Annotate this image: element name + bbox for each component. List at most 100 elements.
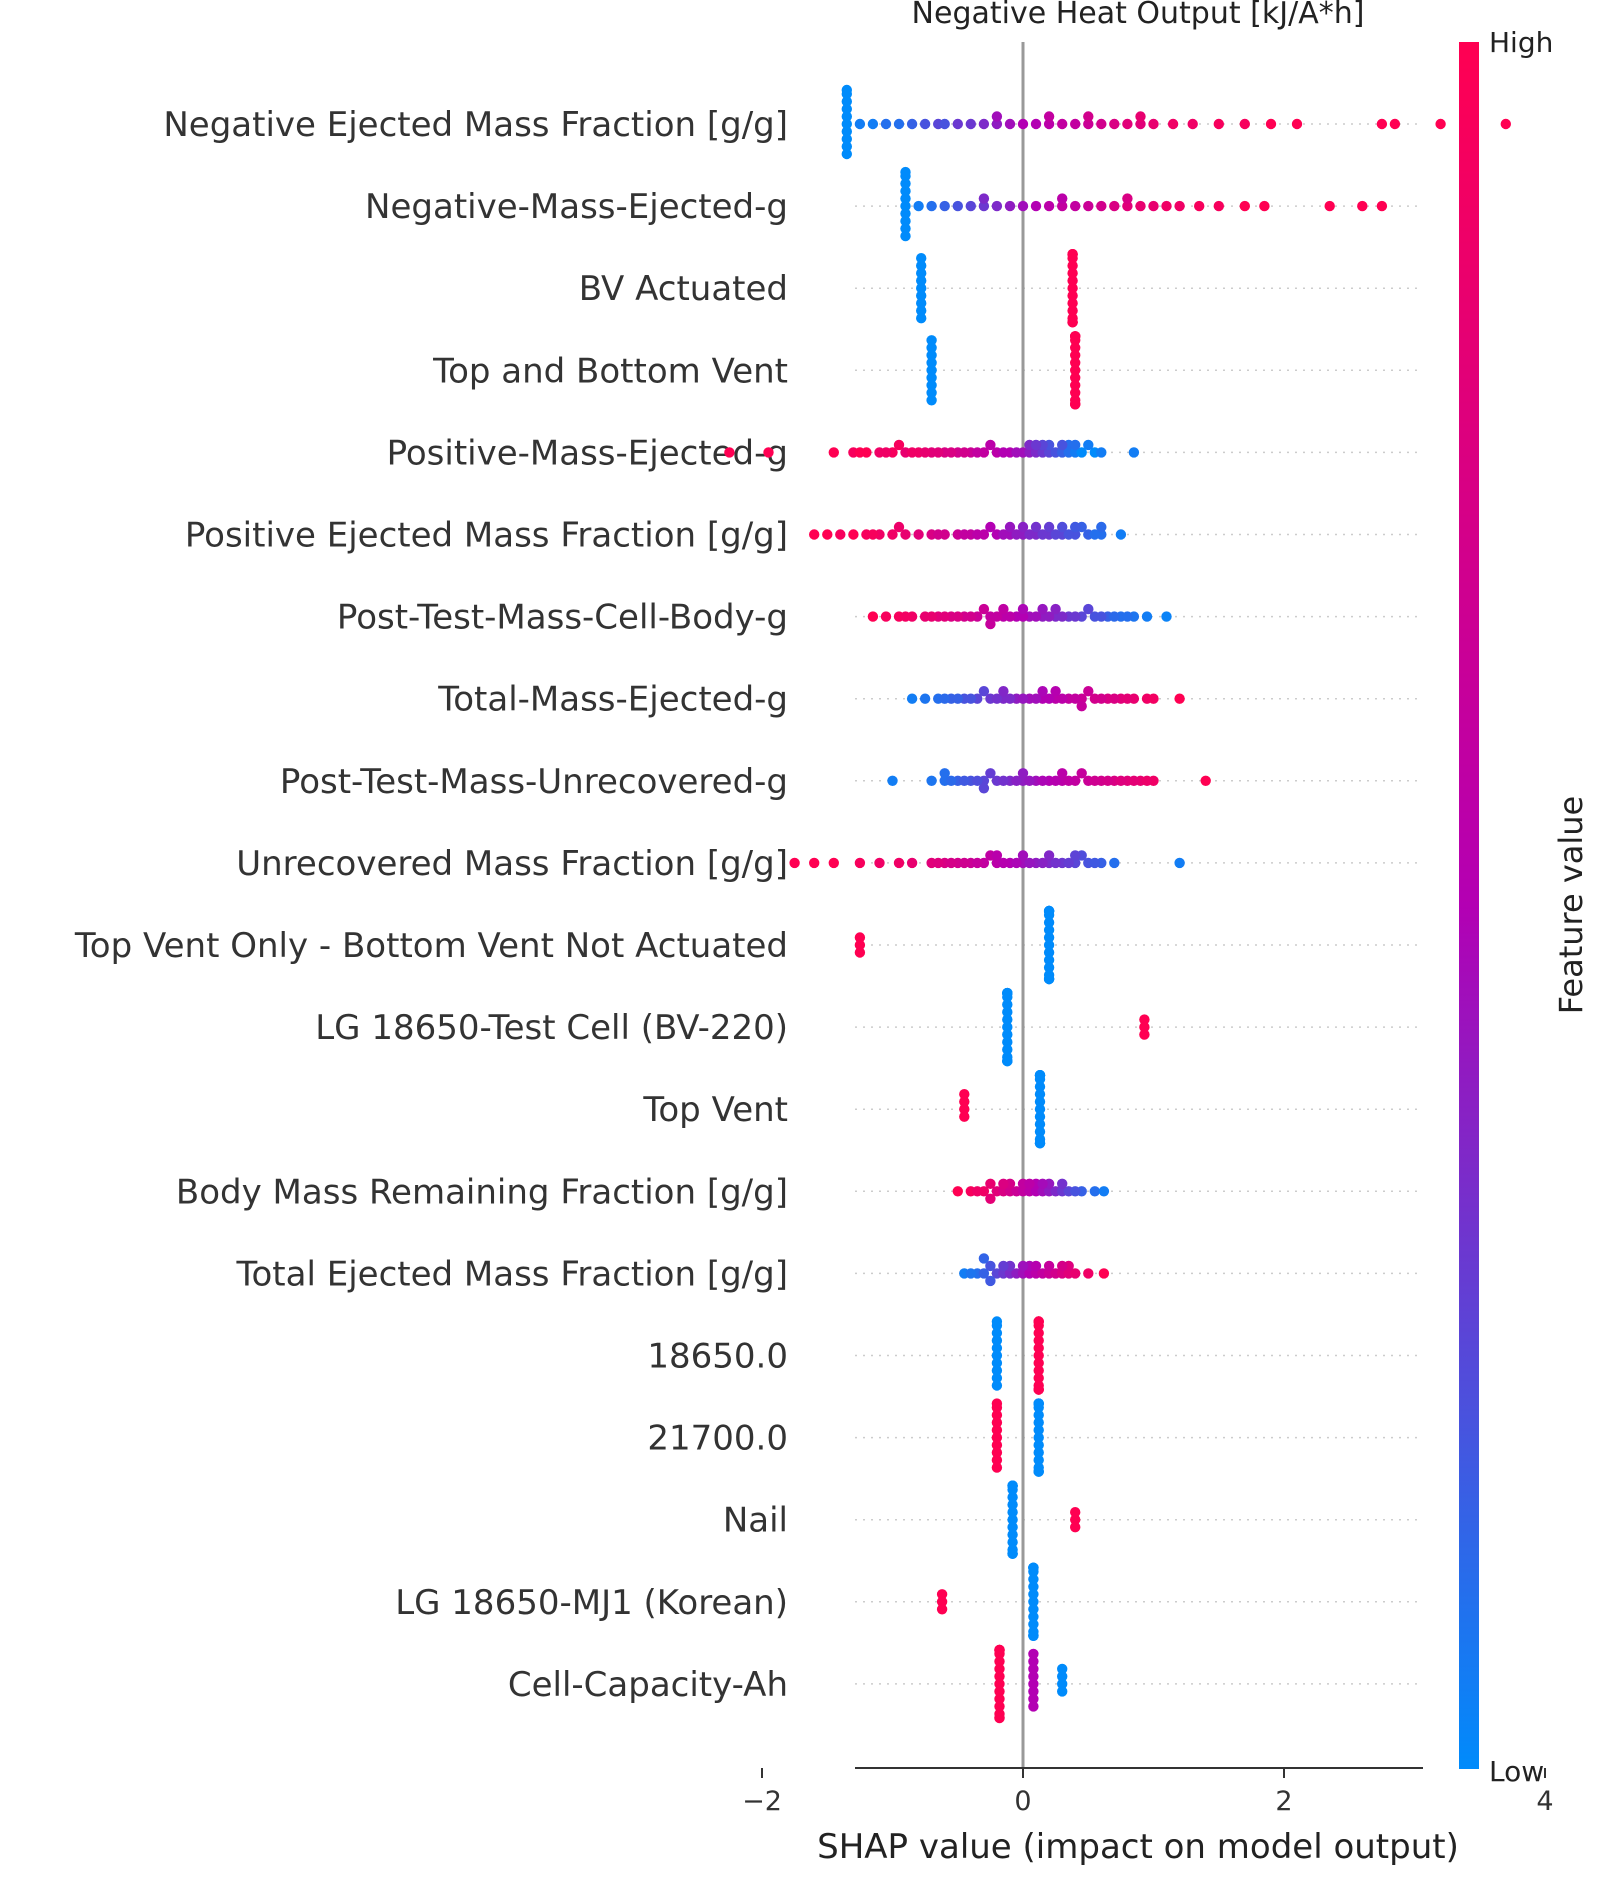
shap-point <box>1034 1096 1046 1107</box>
shap-point <box>1043 932 1055 943</box>
x-axis-title: SHAP value (impact on model output) <box>817 1827 1459 1867</box>
shap-point <box>1002 1021 1013 1033</box>
shap-point <box>1213 118 1225 130</box>
shap-point <box>1030 521 1042 533</box>
shap-point <box>991 693 1003 704</box>
shap-point <box>1067 268 1078 279</box>
shap-point <box>835 529 846 540</box>
shap-point <box>1083 200 1094 212</box>
shap-point <box>1028 1619 1039 1630</box>
shap-point <box>998 857 1009 869</box>
shap-point <box>1033 1398 1044 1409</box>
beeswarm-dots <box>724 84 1512 1724</box>
shap-point <box>1043 611 1055 622</box>
shap-point <box>906 857 918 869</box>
shap-point <box>1213 200 1225 212</box>
shap-point <box>1357 200 1368 212</box>
shap-point <box>1070 118 1081 130</box>
shap-point <box>1128 447 1140 458</box>
shap-point <box>1011 857 1022 869</box>
shap-point <box>1098 1268 1110 1279</box>
shap-point <box>1033 1357 1044 1369</box>
shap-point <box>1239 118 1251 130</box>
shap-point <box>916 313 927 324</box>
shap-point <box>1043 118 1055 130</box>
feature-label: Negative Ejected Mass Fraction [g/g] <box>163 105 788 145</box>
shap-point <box>1011 447 1022 458</box>
shap-point <box>1109 611 1120 622</box>
shap-point <box>900 223 911 234</box>
shap-point <box>1063 775 1074 786</box>
shap-point <box>972 529 983 540</box>
shap-point <box>887 775 898 786</box>
shap-point <box>1167 118 1179 130</box>
shap-point <box>1034 1138 1046 1149</box>
feature-label: Post-Test-Mass-Cell-Body-g <box>337 598 788 638</box>
shap-point <box>994 1678 1005 1690</box>
shap-point <box>1043 939 1055 951</box>
shap-point <box>1007 1507 1018 1518</box>
shap-point <box>991 1372 1003 1384</box>
shap-point <box>1070 439 1081 451</box>
shap-point <box>893 857 905 869</box>
feature-label: Cell-Capacity-Ah <box>508 1665 788 1705</box>
shap-point <box>959 857 970 869</box>
shap-point <box>978 1253 990 1264</box>
shap-point <box>1004 200 1016 212</box>
shap-point <box>1070 693 1081 704</box>
shap-point <box>1043 111 1055 122</box>
shap-point <box>1034 1089 1046 1100</box>
shap-point <box>1057 611 1068 622</box>
shap-point <box>939 611 950 622</box>
shap-point <box>978 193 990 204</box>
shap-point <box>1050 529 1061 540</box>
shap-point <box>998 686 1009 697</box>
shap-point <box>1043 924 1055 936</box>
shap-point <box>880 611 892 622</box>
colorbar-title: Feature value <box>1552 796 1590 1015</box>
shap-point <box>887 529 898 540</box>
shap-point <box>916 305 927 316</box>
shap-point <box>926 395 937 406</box>
shap-point <box>1030 439 1042 451</box>
shap-point <box>1141 775 1153 786</box>
shap-point <box>1096 693 1107 704</box>
chart-title: Negative Heat Output [kJ/A*h] <box>912 0 1365 31</box>
shap-point <box>952 118 963 130</box>
x-axis: −20246 <box>742 1767 1554 1817</box>
shap-point <box>959 1111 970 1122</box>
shap-point <box>1239 200 1251 212</box>
shap-point <box>1122 118 1133 130</box>
shap-point <box>1017 118 1029 130</box>
shap-point <box>972 857 983 869</box>
shap-point <box>998 775 1009 786</box>
shap-point <box>946 857 957 869</box>
shap-point <box>1028 1678 1039 1690</box>
shap-point <box>919 447 931 458</box>
shap-point <box>1002 1029 1013 1040</box>
shap-point <box>906 447 918 458</box>
colorbar-gradient <box>1459 42 1479 1769</box>
shap-point <box>952 200 963 212</box>
shap-point <box>933 447 944 458</box>
shap-point <box>1024 529 1035 540</box>
shap-point <box>1115 529 1127 540</box>
shap-point <box>1057 1260 1068 1272</box>
shap-point <box>978 783 990 794</box>
shap-point <box>1128 775 1140 786</box>
colorbar-high-label: High <box>1489 26 1553 59</box>
shap-point <box>1083 1268 1094 1279</box>
shap-point <box>965 118 976 130</box>
shap-point <box>926 342 937 353</box>
shap-point <box>809 529 820 540</box>
feature-label: LG 18650-Test Cell (BV-220) <box>315 1008 788 1048</box>
shap-point <box>1002 1006 1013 1018</box>
feature-labels: Negative Ejected Mass Fraction [g/g] Nega… <box>74 105 788 1705</box>
shap-point <box>1034 1081 1046 1092</box>
shap-point <box>1028 1656 1039 1667</box>
shap-point <box>919 693 931 704</box>
shap-point <box>936 1604 948 1615</box>
shap-point <box>1135 118 1146 130</box>
shap-point <box>991 1439 1003 1451</box>
shap-point <box>1096 611 1107 622</box>
